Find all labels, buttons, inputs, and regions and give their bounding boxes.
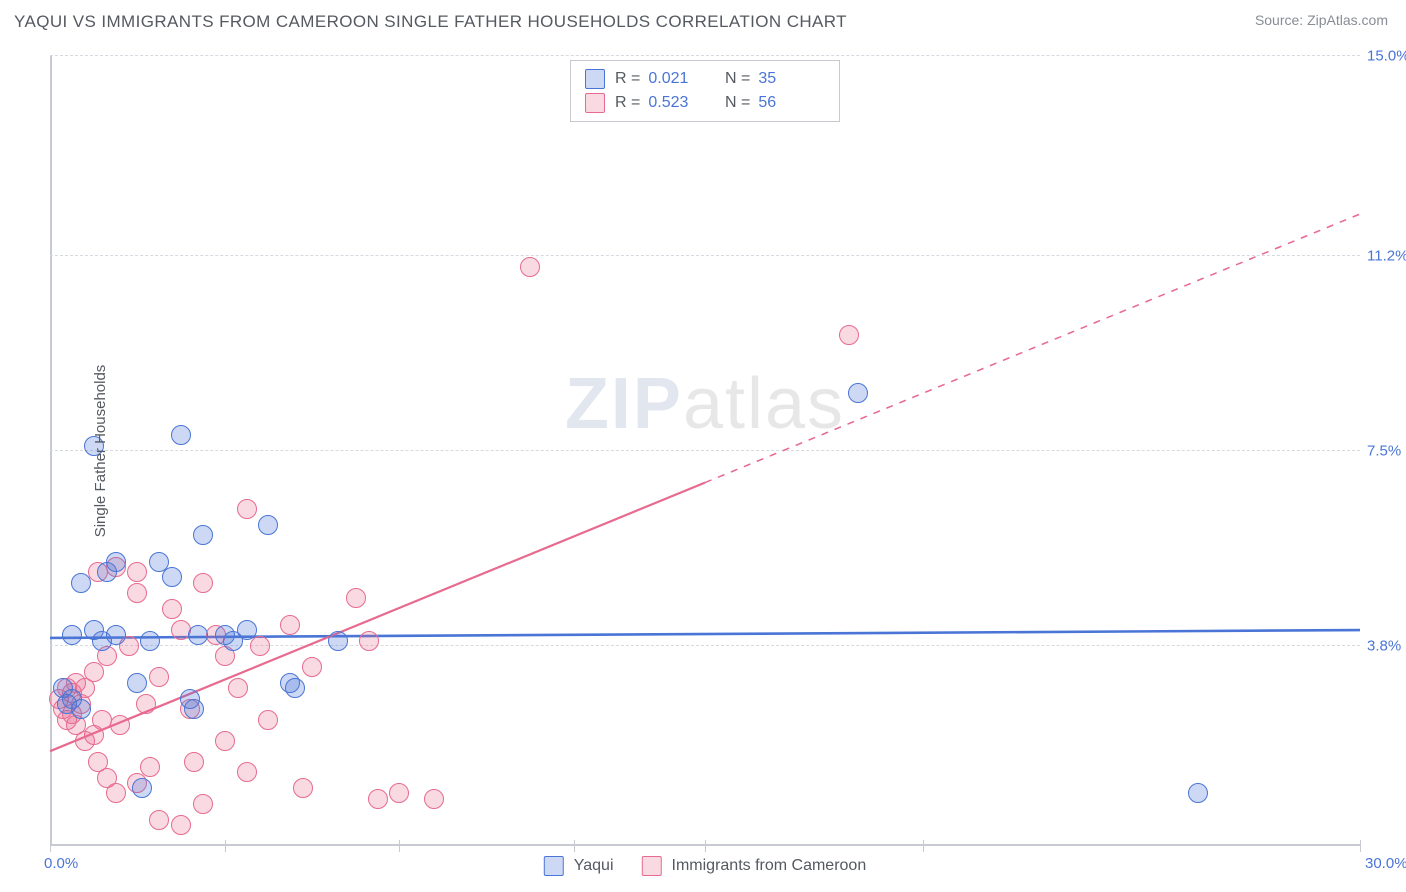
x-tick <box>1360 840 1361 852</box>
data-point-yaqui <box>237 620 257 640</box>
data-point-cameroon <box>149 667 169 687</box>
data-point-cameroon <box>389 783 409 803</box>
data-point-cameroon <box>84 662 104 682</box>
x-axis-min-label: 0.0% <box>44 855 78 872</box>
data-point-cameroon <box>171 815 191 835</box>
data-point-cameroon <box>520 257 540 277</box>
data-point-cameroon <box>162 599 182 619</box>
legend-n-value: 35 <box>758 70 776 88</box>
data-point-yaqui <box>188 625 208 645</box>
chart-header: YAQUI VS IMMIGRANTS FROM CAMEROON SINGLE… <box>0 0 1406 48</box>
data-point-cameroon <box>127 562 147 582</box>
data-point-yaqui <box>106 625 126 645</box>
y-axis-title: Single Father Households <box>92 365 109 538</box>
data-point-cameroon <box>368 789 388 809</box>
data-point-yaqui <box>184 699 204 719</box>
plot-area: ZIPatlas Single Father Households 0.0% 3… <box>50 56 1360 846</box>
data-point-yaqui <box>106 552 126 572</box>
data-point-cameroon <box>293 778 313 798</box>
data-point-cameroon <box>149 810 169 830</box>
data-point-yaqui <box>71 699 91 719</box>
data-point-cameroon <box>258 710 278 730</box>
data-point-cameroon <box>237 762 257 782</box>
source-attribution: Source: ZipAtlas.com <box>1255 12 1388 28</box>
data-point-yaqui <box>162 567 182 587</box>
legend-n-key: N = <box>725 70 750 88</box>
data-point-yaqui <box>171 425 191 445</box>
data-point-cameroon <box>280 615 300 635</box>
legend-r-value: 0.021 <box>648 70 688 88</box>
data-point-cameroon <box>136 694 156 714</box>
data-point-yaqui <box>848 383 868 403</box>
y-tick-label: 3.8% <box>1367 637 1406 654</box>
data-point-cameroon <box>193 573 213 593</box>
data-point-yaqui <box>62 625 82 645</box>
trend-lines <box>50 56 1360 846</box>
legend-swatch <box>544 856 564 876</box>
data-point-cameroon <box>140 757 160 777</box>
data-point-yaqui <box>71 573 91 593</box>
data-point-cameroon <box>237 499 257 519</box>
legend-n-value: 56 <box>758 94 776 112</box>
legend-n-key: N = <box>725 94 750 112</box>
legend-series: Yaqui Immigrants from Cameroon <box>544 856 866 876</box>
data-point-yaqui <box>285 678 305 698</box>
legend-r-key: R = <box>615 70 640 88</box>
legend-swatch <box>642 856 662 876</box>
data-point-cameroon <box>424 789 444 809</box>
data-point-cameroon <box>106 783 126 803</box>
y-tick-label: 15.0% <box>1367 48 1406 65</box>
data-point-cameroon <box>302 657 322 677</box>
legend-label: Immigrants from Cameroon <box>672 857 867 875</box>
trend-line-cameroon-extrapolated <box>705 214 1360 483</box>
data-point-yaqui <box>1188 783 1208 803</box>
data-point-cameroon <box>215 731 235 751</box>
data-point-yaqui <box>258 515 278 535</box>
data-point-cameroon <box>127 583 147 603</box>
x-axis-max-label: 30.0% <box>1365 855 1406 872</box>
y-tick-label: 7.5% <box>1367 443 1406 460</box>
data-point-cameroon <box>250 636 270 656</box>
chart-title: YAQUI VS IMMIGRANTS FROM CAMEROON SINGLE… <box>14 12 847 32</box>
data-point-yaqui <box>132 778 152 798</box>
legend-stat-row-yaqui: R = 0.021 N = 35 <box>585 67 825 91</box>
data-point-cameroon <box>839 325 859 345</box>
legend-swatch <box>585 93 605 113</box>
data-point-yaqui <box>193 525 213 545</box>
legend-label: Yaqui <box>574 857 614 875</box>
data-point-cameroon <box>110 715 130 735</box>
data-point-cameroon <box>228 678 248 698</box>
legend-swatch <box>585 69 605 89</box>
legend-stats-box: R = 0.021 N = 35 R = 0.523 N = 56 <box>570 60 840 122</box>
data-point-yaqui <box>140 631 160 651</box>
data-point-yaqui <box>127 673 147 693</box>
legend-item-yaqui: Yaqui <box>544 856 614 876</box>
data-point-cameroon <box>193 794 213 814</box>
legend-item-cameroon: Immigrants from Cameroon <box>642 856 867 876</box>
data-point-yaqui <box>328 631 348 651</box>
data-point-cameroon <box>346 588 366 608</box>
data-point-cameroon <box>184 752 204 772</box>
legend-stat-row-cameroon: R = 0.523 N = 56 <box>585 91 825 115</box>
y-tick-label: 11.2% <box>1367 248 1406 265</box>
legend-r-key: R = <box>615 94 640 112</box>
data-point-cameroon <box>359 631 379 651</box>
legend-r-value: 0.523 <box>648 94 688 112</box>
